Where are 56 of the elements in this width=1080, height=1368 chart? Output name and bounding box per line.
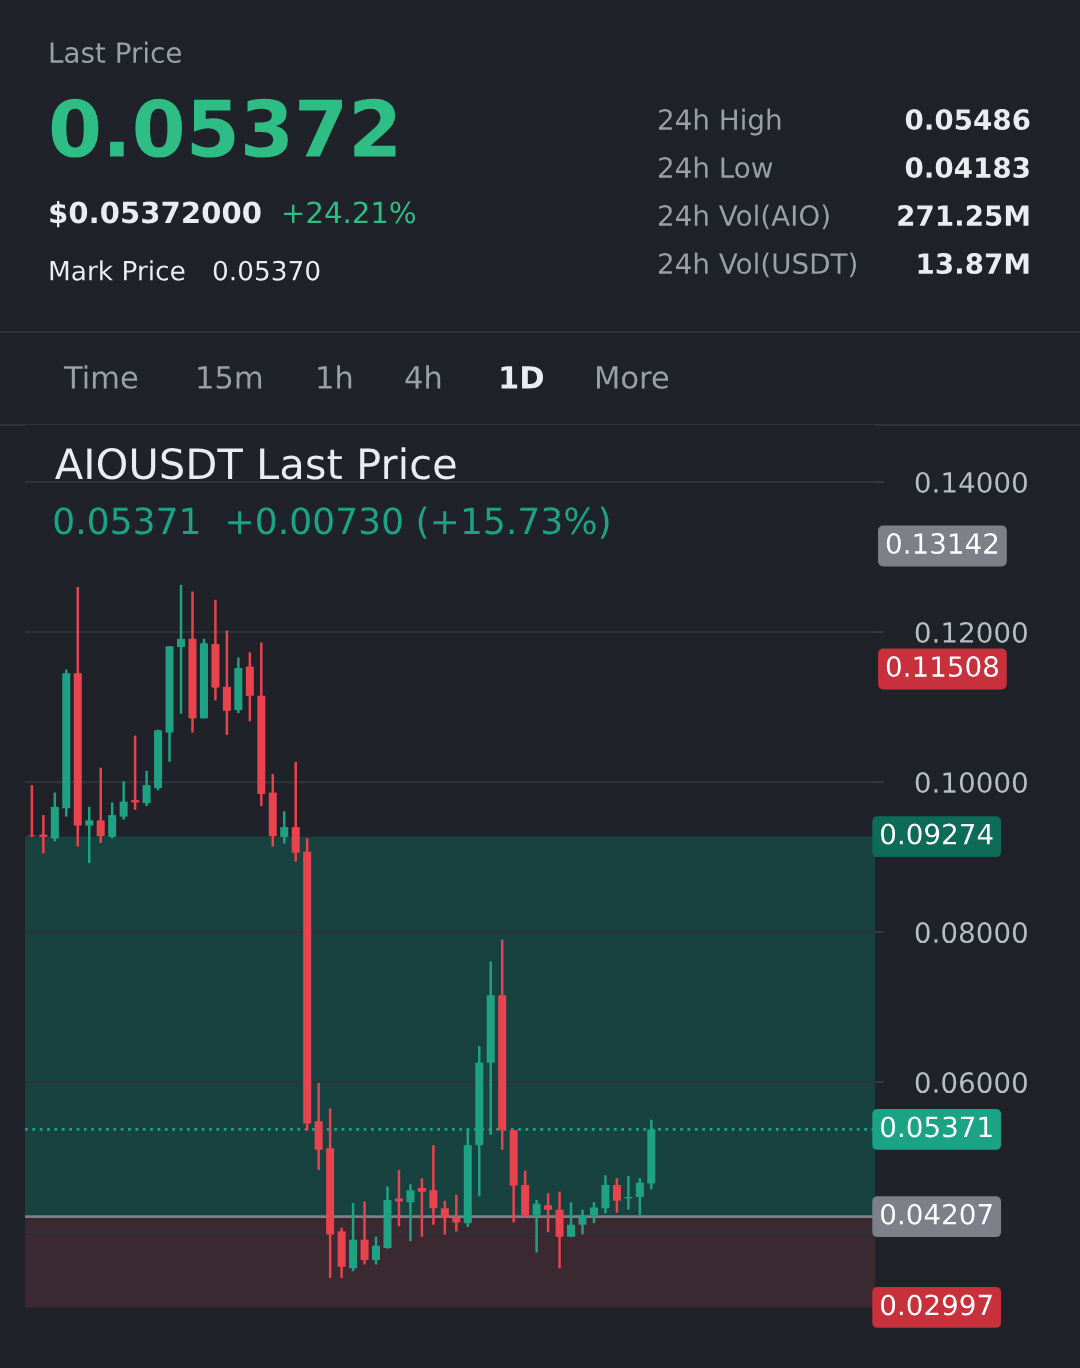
candlestick	[27, 783, 36, 839]
text: 24h High	[659, 108, 781, 136]
text: 0.13142	[886, 533, 998, 555]
text: +24.21%	[284, 201, 416, 224]
candlestick	[176, 583, 186, 716]
text: 13.87M	[918, 253, 1029, 275]
text: 0.05371 +0.00730 (+15.73%)	[54, 506, 609, 539]
text: 24h Vol(AIO)	[659, 204, 829, 230]
text: 1D	[501, 366, 544, 389]
candlestick	[372, 1235, 381, 1266]
text: Last Price	[50, 41, 181, 64]
y-tick-label: 0.10000	[915, 772, 1027, 794]
text: 1h	[318, 365, 352, 389]
text: 24h Vol(USDT)	[659, 252, 856, 278]
candlestick	[85, 805, 94, 865]
candlestick	[360, 1200, 369, 1266]
candlestick	[612, 1176, 621, 1214]
y-tick-label: 0.14000	[915, 471, 1027, 493]
text: More	[597, 366, 669, 389]
candlestick	[142, 769, 151, 808]
y-tick-label: 0.08000	[915, 922, 1027, 944]
candlestick	[280, 810, 289, 845]
candlestick	[96, 766, 105, 845]
text: 0.05370	[213, 260, 320, 281]
candlestick	[532, 1198, 541, 1254]
ref-line-label: 0.04207	[881, 1203, 992, 1225]
text: Mark Price	[50, 260, 185, 281]
candlestick	[589, 1200, 598, 1225]
y-tick-label: 0.06000	[915, 1072, 1027, 1094]
candlestick	[601, 1173, 610, 1215]
candlestick	[544, 1191, 553, 1234]
text: 0.05486	[905, 109, 1030, 131]
text: 4h	[405, 365, 441, 389]
candlestick	[567, 1200, 576, 1238]
candlestick	[429, 1143, 438, 1226]
candlestick	[578, 1208, 587, 1236]
band-label: 0.09274	[881, 823, 993, 845]
text: 0.11508	[886, 656, 998, 678]
y-tick-label: 0.12000	[915, 621, 1027, 643]
text: 24h Low	[659, 156, 773, 179]
band-label: 0.02997	[881, 1294, 992, 1316]
candlestick	[417, 1176, 426, 1238]
text: 15m	[198, 366, 262, 389]
candlestick	[394, 1168, 403, 1228]
text: 271.25M	[898, 205, 1029, 227]
text: 0.04183	[905, 157, 1029, 179]
candlestick	[406, 1182, 415, 1243]
chart-title: AIOUSDT Last Price	[55, 447, 456, 480]
text: 0.05372	[51, 98, 396, 158]
text: $0.05372000	[50, 200, 261, 228]
text: Time	[63, 365, 138, 389]
ref-line-label: 0.05371	[881, 1116, 992, 1138]
candlestick	[440, 1199, 449, 1236]
candlestick	[119, 780, 128, 821]
candlestick	[108, 801, 117, 840]
candlestick	[635, 1176, 644, 1217]
